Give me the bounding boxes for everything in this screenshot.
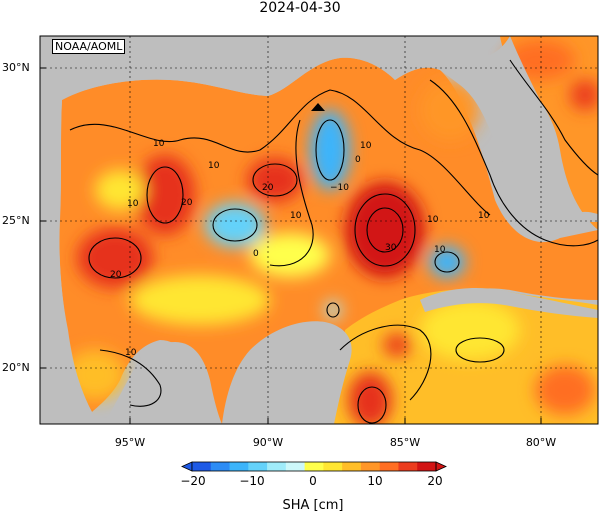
colorbar-swatch [210,462,231,471]
colorbar-tick: 0 [309,474,317,488]
contour-label: −10 [330,183,349,193]
cuba [420,288,598,318]
contour-label: 10 [153,139,165,149]
colorbar-swatch [192,462,212,471]
lon-label: 85°W [389,436,421,449]
colorbar-swatch [360,462,381,471]
contour-label: 10 [208,161,220,171]
mexico-south [104,342,222,424]
lon-label: 95°W [114,436,146,449]
yucatan [222,321,352,424]
contour-label: 10 [434,245,446,255]
contour-label: 10 [290,211,302,221]
bahamas [575,211,598,222]
contours [69,59,598,424]
colorbar-swatch [267,462,287,471]
grid [40,36,598,424]
colorbar-border [191,461,437,472]
contour-label: 20 [262,183,274,193]
anomaly-field [65,40,598,424]
florida [440,36,560,210]
mexico-west [40,100,104,424]
colorbar-swatch [229,462,249,471]
colorbar-tick: −20 [180,474,206,488]
lat-label: 25°N [2,214,30,227]
contour-label: 10 [127,199,139,209]
lat-label: 30°N [2,61,30,74]
colorbar-arrow-left [181,461,193,472]
colorbar-tick: −10 [239,474,265,488]
colorbar-arrow-right [435,461,447,472]
colorbar [181,461,447,472]
lon-label: 80°W [525,436,557,449]
contour-label: 0 [355,155,361,165]
colorbar-swatch [323,462,343,471]
atlantic-water [500,36,598,230]
colorbar-swatch [417,462,437,471]
colorbar-swatch [304,462,324,471]
colorbar-swatch [398,462,418,471]
contour-label: 10 [360,141,372,151]
contour-label: 20 [110,270,122,280]
colorbar-swatch [379,462,399,471]
colorbar-swatch [342,462,362,471]
axis-ticks [40,67,542,424]
credit-label: NOAA/AOML [52,39,126,54]
contour-label: 0 [253,249,259,259]
contour-label: 20 [181,198,193,208]
colorbar-label: SHA [cm] [282,498,344,513]
lon-label: 90°W [252,436,284,449]
contour-labels: 10 10 10 20 20 20 0 10 10 0 −10 30 10 10… [110,139,490,358]
storm-marker [311,103,325,111]
map-title: 2024-04-30 [259,0,341,16]
colorbar-swatch [285,462,306,471]
colorbar-swatch [248,462,268,471]
gulf-water [59,57,598,424]
contour-label: 10 [427,215,439,225]
map-frame [39,35,599,425]
contour-label: 10 [125,348,137,358]
colorbar-tick: 10 [367,474,383,488]
lat-label: 20°N [2,361,30,374]
contour-label: 30 [385,243,397,253]
colorbar-tick: 20 [427,474,443,488]
land-north [40,36,598,118]
contour-label: 10 [478,211,490,221]
